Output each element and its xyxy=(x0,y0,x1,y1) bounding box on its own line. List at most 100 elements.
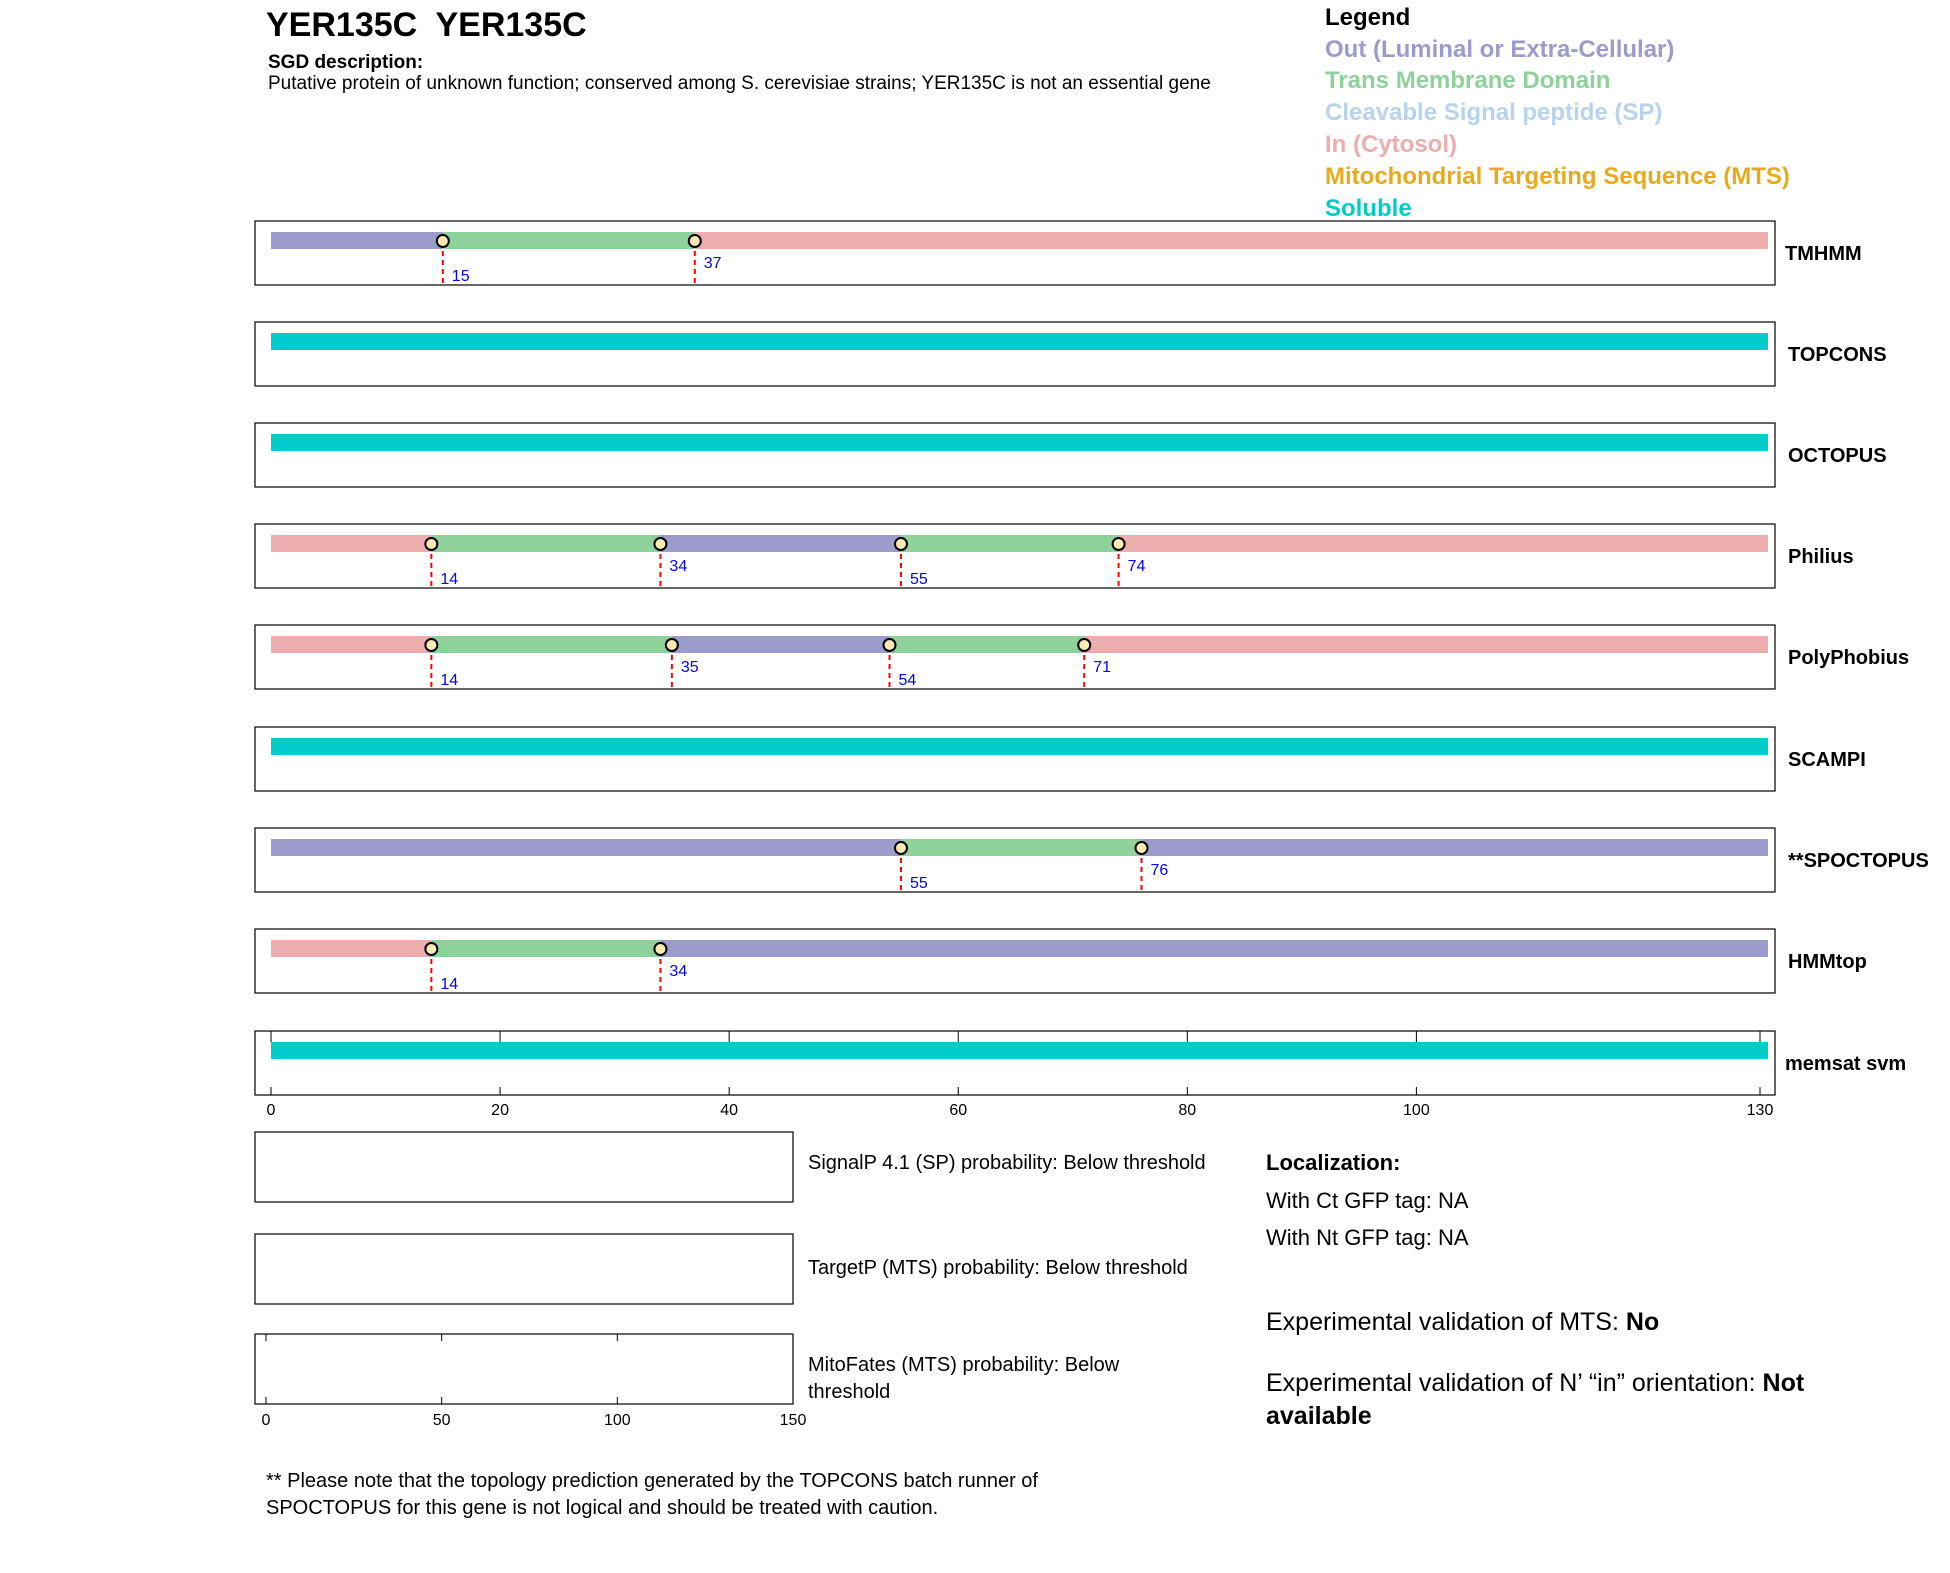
track-name: OCTOPUS xyxy=(1788,445,1887,467)
legend-item-soluble: Soluble xyxy=(1325,195,1412,222)
prob-axis-tick-label: 0 xyxy=(262,1412,271,1429)
boundary-position-label: 76 xyxy=(1150,862,1168,879)
segment-out xyxy=(1141,839,1768,856)
segment-tm xyxy=(431,636,672,653)
segment-out xyxy=(660,940,1768,957)
segment-in xyxy=(271,535,432,552)
boundary-marker xyxy=(424,537,439,551)
track-frame xyxy=(254,928,1776,994)
x-axis-tick-label: 80 xyxy=(1178,1102,1196,1119)
nt-gfp-localization: With Nt GFP tag: NA xyxy=(1266,1225,1469,1250)
track-frame xyxy=(254,726,1776,792)
boundary-position-label: 54 xyxy=(899,672,917,689)
segment-in xyxy=(1084,636,1768,653)
track-frame xyxy=(254,523,1776,589)
n-in-validation-label: Experimental validation of N’ “in” orien… xyxy=(1266,1369,1763,1397)
mts-validation-label: Experimental validation of MTS: xyxy=(1266,1308,1626,1336)
boundary-position-label: 34 xyxy=(669,558,687,575)
boundary-marker xyxy=(1134,841,1149,855)
n-in-validation-value: Not available xyxy=(1266,1369,1805,1430)
prob-axis-tick-label: 100 xyxy=(604,1412,631,1429)
prob-axis-tick-label: 150 xyxy=(780,1412,807,1429)
segment-tm xyxy=(900,839,1142,856)
boundary-position-label: 14 xyxy=(440,976,458,993)
segment-tm xyxy=(889,636,1085,653)
mitofates-probability-label: MitoFates (MTS) probability: Below thres… xyxy=(808,1354,1120,1403)
mitofates-panel xyxy=(254,1333,794,1405)
boundary-marker xyxy=(1077,638,1092,652)
boundary-position-label: 14 xyxy=(440,571,458,588)
segment-in xyxy=(1118,535,1768,552)
footnote: ** Please note that the topology predict… xyxy=(266,1470,1038,1519)
track-frame xyxy=(254,827,1776,893)
segment-soluble xyxy=(271,434,1768,451)
legend-item-out: Out (Luminal or Extra-Cellular) xyxy=(1325,36,1675,63)
boundary-marker xyxy=(1111,537,1126,551)
segment-tm xyxy=(900,535,1119,552)
boundary-marker xyxy=(882,638,897,652)
legend-item-mts: Mitochondrial Targeting Sequence (MTS) xyxy=(1325,163,1790,190)
segment-in xyxy=(694,232,1769,249)
segment-soluble xyxy=(271,1042,1768,1059)
segment-out xyxy=(671,636,890,653)
boundary-position-label: 34 xyxy=(669,963,687,980)
boundary-marker xyxy=(653,537,668,551)
boundary-marker xyxy=(893,841,908,855)
segment-in xyxy=(271,636,432,653)
track-name: PolyPhobius xyxy=(1788,647,1909,669)
mts-validation: Experimental validation of MTS: No xyxy=(1266,1308,1659,1337)
sgd-description-label: SGD description: xyxy=(268,52,424,73)
segment-tm xyxy=(431,535,661,552)
x-axis-tick-label: 40 xyxy=(720,1102,738,1119)
boundary-marker xyxy=(664,638,679,652)
boundary-position-label: 71 xyxy=(1093,659,1111,676)
n-in-validation: Experimental validation of N’ “in” orien… xyxy=(1266,1367,1886,1433)
sgd-description-text: Putative protein of unknown function; co… xyxy=(268,73,1211,94)
targetp-panel xyxy=(254,1233,794,1305)
x-axis-tick-label: 60 xyxy=(949,1102,967,1119)
prob-axis-tick-label: 50 xyxy=(433,1412,451,1429)
boundary-position-label: 15 xyxy=(452,268,470,285)
track-frame xyxy=(254,321,1776,387)
x-axis-tick-label: 20 xyxy=(491,1102,509,1119)
boundary-position-label: 35 xyxy=(681,659,699,676)
signalp-probability-label: SignalP 4.1 (SP) probability: Below thre… xyxy=(808,1152,1206,1174)
segment-out xyxy=(271,839,901,856)
boundary-marker xyxy=(687,234,702,248)
track-frame xyxy=(254,1030,1776,1096)
x-axis-tick-label: 0 xyxy=(267,1102,276,1119)
x-axis-tick-label: 100 xyxy=(1403,1102,1430,1119)
boundary-position-label: 55 xyxy=(910,875,928,892)
boundary-marker xyxy=(424,638,439,652)
boundary-position-label: 74 xyxy=(1128,558,1146,575)
targetp-probability-label: TargetP (MTS) probability: Below thresho… xyxy=(808,1257,1188,1279)
track-name: Philius xyxy=(1788,546,1854,568)
ct-gfp-localization: With Ct GFP tag: NA xyxy=(1266,1188,1469,1213)
segment-tm xyxy=(431,940,661,957)
localization-title: Localization: xyxy=(1266,1150,1401,1175)
legend-title: Legend xyxy=(1325,4,1411,31)
track-name: memsat svm xyxy=(1785,1053,1906,1075)
boundary-marker xyxy=(424,942,439,956)
segment-out xyxy=(660,535,901,552)
boundary-position-label: 37 xyxy=(704,255,722,272)
track-name: SCAMPI xyxy=(1788,749,1866,771)
legend-item-tm: Trans Membrane Domain xyxy=(1325,67,1611,94)
track-frame xyxy=(254,624,1776,690)
track-frame xyxy=(254,220,1776,286)
boundary-position-label: 55 xyxy=(910,571,928,588)
track-frame xyxy=(254,422,1776,488)
segment-soluble xyxy=(271,738,1768,755)
mts-validation-value: No xyxy=(1625,1308,1660,1336)
segment-in xyxy=(271,940,432,957)
boundary-marker xyxy=(893,537,908,551)
boundary-marker xyxy=(653,942,668,956)
track-name: **SPOCTOPUS xyxy=(1788,850,1929,872)
boundary-marker xyxy=(435,234,450,248)
legend-item-in: In (Cytosol) xyxy=(1325,131,1457,158)
x-axis-tick-label: 130 xyxy=(1747,1102,1774,1119)
page-title: YER135C YER135C xyxy=(266,6,587,44)
segment-tm xyxy=(442,232,695,249)
track-name: TOPCONS xyxy=(1788,344,1887,366)
